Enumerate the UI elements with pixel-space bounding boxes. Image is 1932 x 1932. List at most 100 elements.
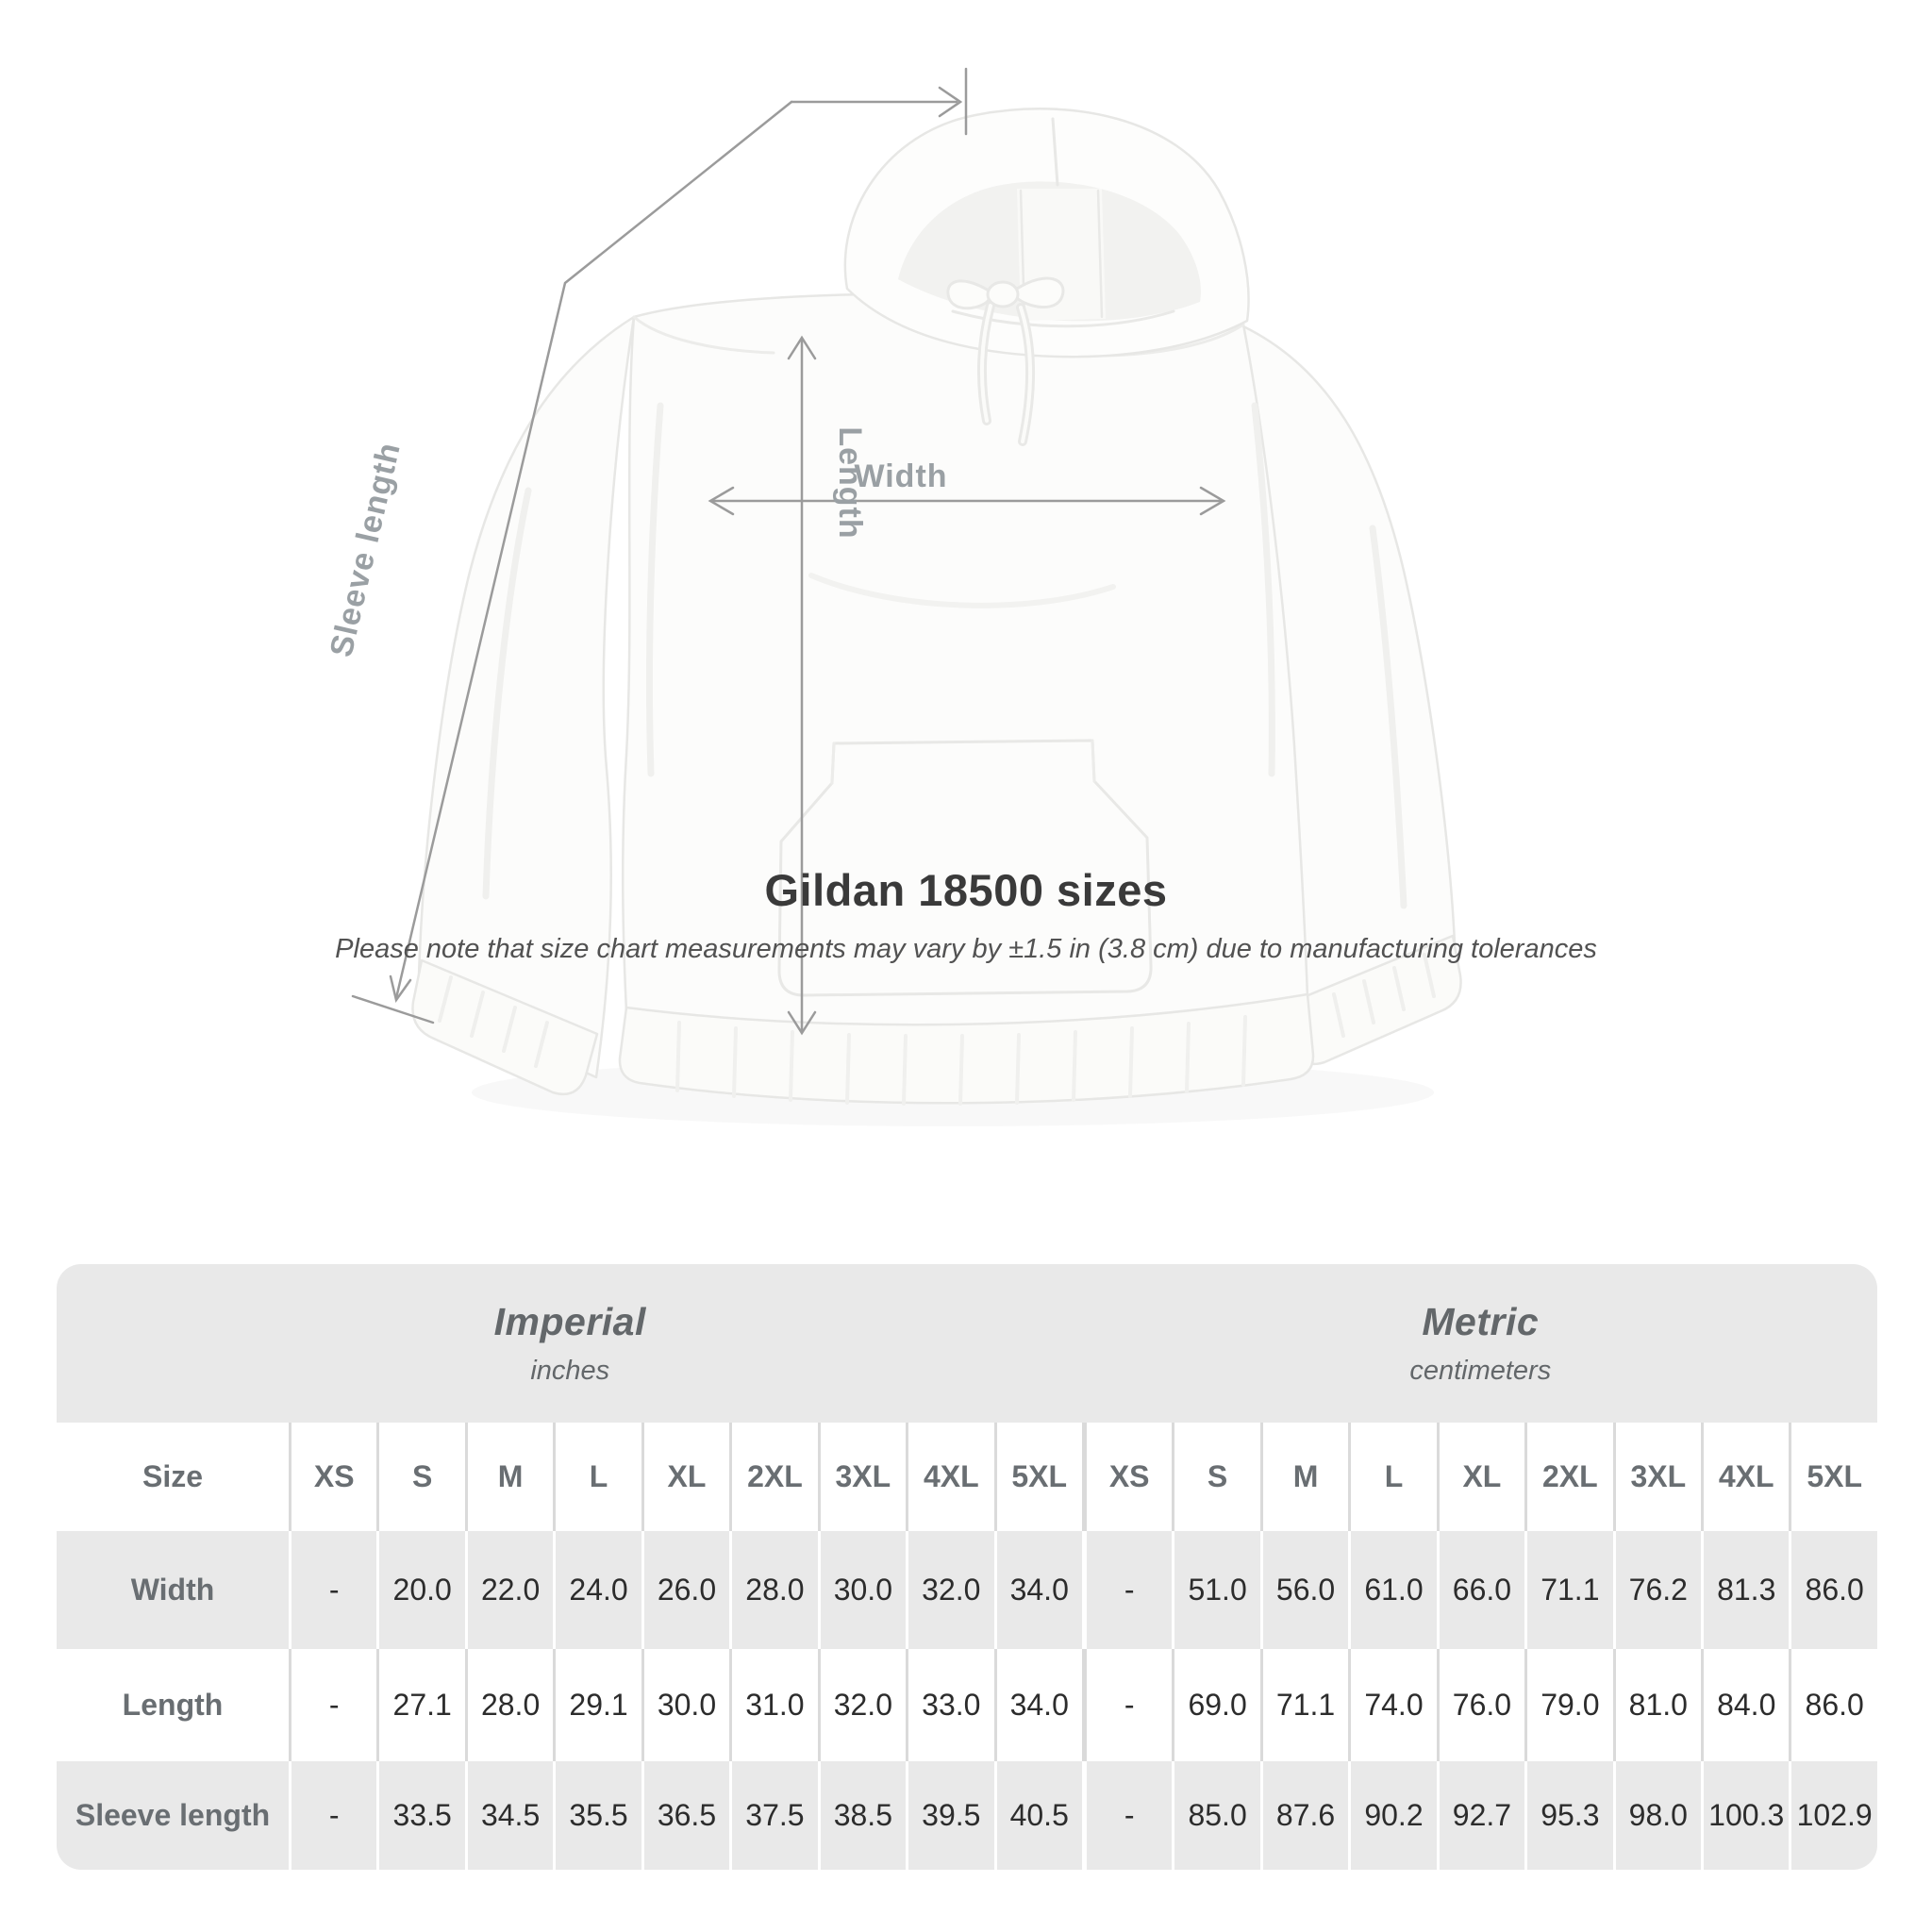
table-cell: 22.0 xyxy=(464,1531,553,1649)
table-cell: 30.0 xyxy=(817,1531,906,1649)
imperial-group-unit: inches xyxy=(530,1356,610,1386)
table-cell: 87.6 xyxy=(1259,1761,1348,1870)
table-cell: - xyxy=(1081,1761,1172,1870)
table-cell: 84.0 xyxy=(1701,1649,1789,1761)
table-cell: 92.7 xyxy=(1436,1761,1524,1870)
table-cell: 26.0 xyxy=(641,1531,729,1649)
table-row-sleeve: Sleeve length -33.5 34.5 35.5 36.5 37.5 38.5 39… xyxy=(57,1761,1877,1870)
table-cell: 81.3 xyxy=(1701,1531,1789,1649)
sleeve-length-label: Sleeve length xyxy=(324,439,408,660)
table-cell: - xyxy=(289,1649,376,1761)
table-cell: 39.5 xyxy=(906,1761,993,1870)
table-cell: 98.0 xyxy=(1612,1761,1701,1870)
column-header-cell: XS xyxy=(1081,1423,1172,1531)
table-cell: 27.1 xyxy=(376,1649,464,1761)
measurement-lines xyxy=(351,67,1226,1036)
table-cell: 85.0 xyxy=(1172,1761,1259,1870)
column-header-cell: XS xyxy=(289,1423,376,1531)
hoodie-measurement-diagram: Sleeve length Length Width xyxy=(324,67,1462,1106)
row-label-cell: Size xyxy=(142,1459,204,1493)
column-header-cell: 4XL xyxy=(906,1423,993,1531)
table-row-width: Width -20.0 22.0 24.0 26.0 28.0 30.0 32.0 34.0-5… xyxy=(57,1531,1877,1649)
column-header-cell: XL xyxy=(641,1423,729,1531)
table-cell: 61.0 xyxy=(1348,1531,1436,1649)
table-cell: 20.0 xyxy=(376,1531,464,1649)
table-cell: 69.0 xyxy=(1172,1649,1259,1761)
metric-group-unit: centimeters xyxy=(1409,1356,1552,1386)
column-header-cell: S xyxy=(1172,1423,1259,1531)
table-cell: 76.2 xyxy=(1612,1531,1701,1649)
table-cell: 36.5 xyxy=(641,1761,729,1870)
sleeve-diagonal-segment xyxy=(394,100,793,1000)
table-cell: 31.0 xyxy=(729,1649,817,1761)
column-header-cell: M xyxy=(464,1423,553,1531)
table-cell: 29.1 xyxy=(553,1649,641,1761)
table-cell: 95.3 xyxy=(1524,1761,1612,1870)
sleeve-arrowhead-right xyxy=(938,86,963,118)
row-label-cell: Sleeve length xyxy=(75,1798,271,1832)
table-cell: 35.5 xyxy=(553,1761,641,1870)
table-cell: 28.0 xyxy=(729,1531,817,1649)
table-cell: 76.0 xyxy=(1436,1649,1524,1761)
metric-group-header: Metric centimeters xyxy=(1084,1264,1877,1423)
width-label: Width xyxy=(854,458,947,494)
table-cell: 71.1 xyxy=(1259,1649,1348,1761)
size-table: Imperial inches Metric centimeters Size X… xyxy=(57,1264,1877,1870)
imperial-group-title: Imperial xyxy=(493,1300,646,1343)
table-cell: 74.0 xyxy=(1348,1649,1436,1761)
table-cell: 34.0 xyxy=(993,1649,1082,1761)
table-cell: - xyxy=(289,1761,376,1870)
table-header-row: Size XS S M L XL 2XL 3XL 4XL 5XL XS S M L XL 2XL 3XL 4XL 5… xyxy=(57,1423,1877,1531)
table-cell: 66.0 xyxy=(1436,1531,1524,1649)
metric-group-title: Metric xyxy=(1422,1300,1540,1343)
length-arrowhead-up xyxy=(787,335,817,360)
width-arrowhead-left xyxy=(708,486,735,516)
sleeve-arrowhead-down xyxy=(389,974,412,1003)
table-cell: 40.5 xyxy=(993,1761,1082,1870)
tolerance-note: Please note that size chart measurements… xyxy=(335,934,1597,964)
table-cell: 86.0 xyxy=(1789,1531,1876,1649)
table-cell: 102.9 xyxy=(1789,1761,1876,1870)
table-row-length: Length -27.1 28.0 29.1 30.0 31.0 32.0 33.0 34.0-… xyxy=(57,1649,1877,1761)
unit-group-header-row: Imperial inches Metric centimeters xyxy=(57,1264,1877,1423)
table-cell: 24.0 xyxy=(553,1531,641,1649)
length-label: Length xyxy=(832,426,868,539)
table-cell: 37.5 xyxy=(729,1761,817,1870)
table-cell: 33.5 xyxy=(376,1761,464,1870)
column-header-cell: 2XL xyxy=(1524,1423,1612,1531)
table-cell: 90.2 xyxy=(1348,1761,1436,1870)
column-header-cell: 2XL xyxy=(729,1423,817,1531)
table-cell: 56.0 xyxy=(1259,1531,1348,1649)
column-header-cell: 4XL xyxy=(1701,1423,1789,1531)
table-cell: - xyxy=(1081,1649,1172,1761)
column-header-cell: M xyxy=(1259,1423,1348,1531)
column-header-cell: 3XL xyxy=(1612,1423,1701,1531)
table-cell: 51.0 xyxy=(1172,1531,1259,1649)
table-cell: 32.0 xyxy=(906,1531,993,1649)
column-header-cell: L xyxy=(553,1423,641,1531)
column-header-cell: XL xyxy=(1436,1423,1524,1531)
table-cell: 81.0 xyxy=(1612,1649,1701,1761)
column-header-cell: L xyxy=(1348,1423,1436,1531)
size-table-body: Size XS S M L XL 2XL 3XL 4XL 5XL XS S M L XL 2XL 3XL 4XL 5… xyxy=(57,1423,1877,1870)
table-cell: 28.0 xyxy=(464,1649,553,1761)
length-arrowhead-down xyxy=(787,1010,817,1036)
row-label-cell: Width xyxy=(130,1573,215,1607)
column-header-cell: 5XL xyxy=(1789,1423,1876,1531)
hoodie-image xyxy=(411,108,1462,1106)
table-cell: 71.1 xyxy=(1524,1531,1612,1649)
table-cell: 34.5 xyxy=(464,1761,553,1870)
table-cell: 38.5 xyxy=(817,1761,906,1870)
table-cell: - xyxy=(289,1531,376,1649)
table-cell: 100.3 xyxy=(1701,1761,1789,1870)
row-label-cell: Length xyxy=(122,1688,224,1722)
sleeve-bottom-tick xyxy=(351,994,435,1024)
imperial-group-header: Imperial inches xyxy=(57,1264,1084,1423)
page-title: Gildan 18500 sizes xyxy=(764,865,1168,915)
table-cell: 86.0 xyxy=(1789,1649,1876,1761)
table-cell: 79.0 xyxy=(1524,1649,1612,1761)
table-cell: 32.0 xyxy=(817,1649,906,1761)
column-header-cell: 3XL xyxy=(817,1423,906,1531)
width-arrowhead-right xyxy=(1199,486,1226,516)
